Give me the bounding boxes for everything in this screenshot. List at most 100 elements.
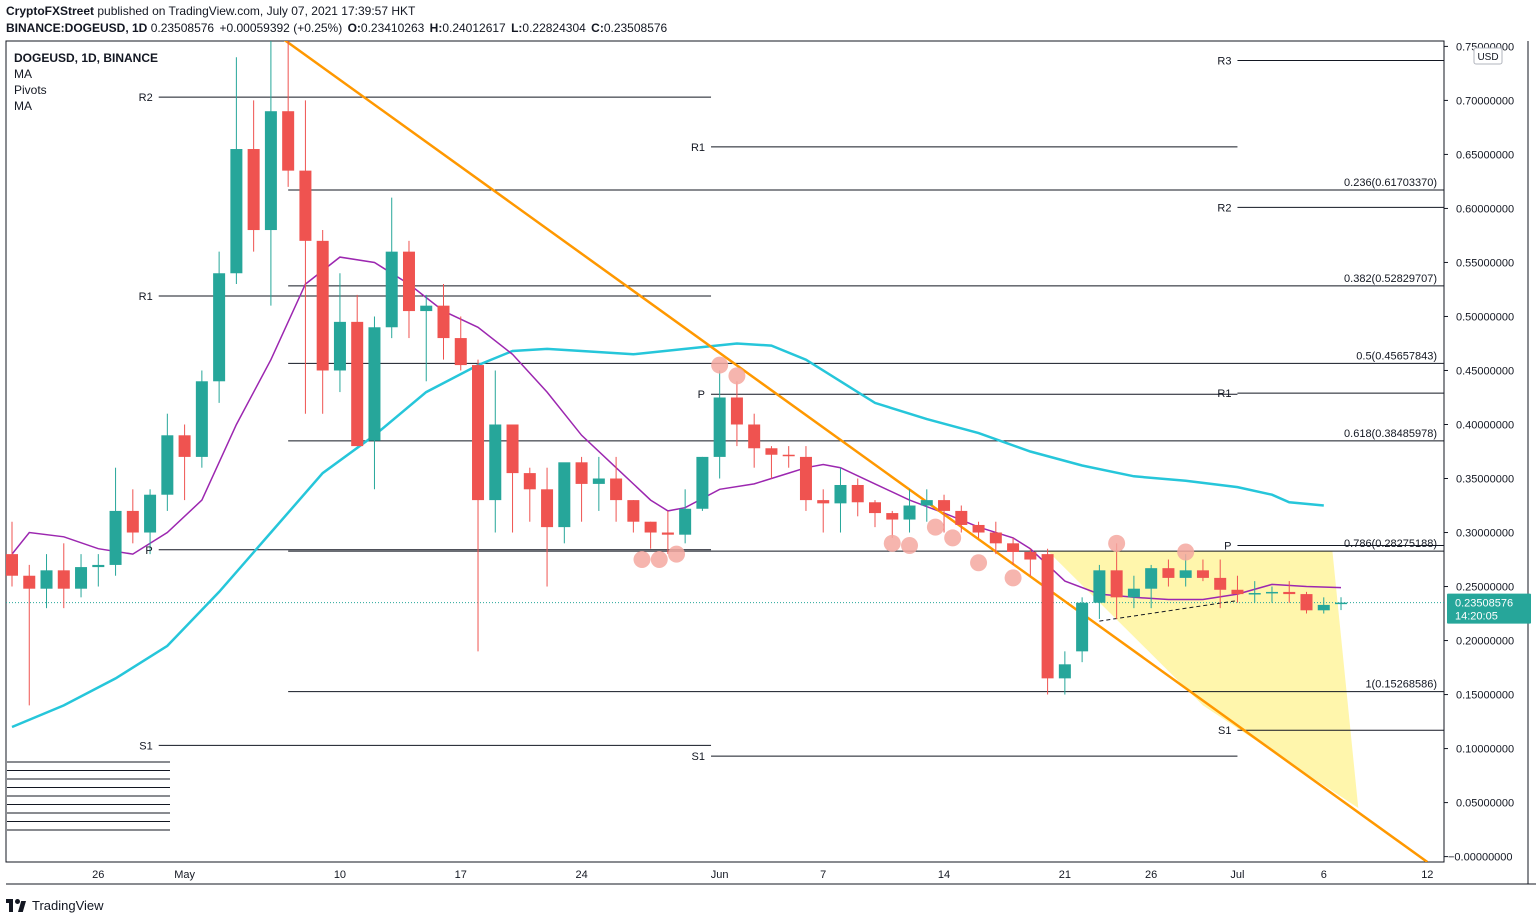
x-tick-label: Jul [1230,869,1244,881]
legend-item-ma-fast[interactable]: MA [14,67,32,81]
candle-body [730,397,743,425]
y-tick-label: 0.70000000 [1456,95,1514,107]
pivot-label: S1 [1218,725,1231,737]
footer-brand: TradingView [32,898,104,913]
y-tick-label: 0.05000000 [1456,798,1514,810]
x-tick-label: 10 [334,869,346,881]
candle-body [541,489,554,528]
publish-info: published on TradingView.com, July 07, 2… [97,4,416,18]
candle-body [57,570,70,589]
pivot-label: P [145,545,152,557]
high-label: H: [429,21,443,35]
fib-level-label: 0.5(0.45657843) [1356,350,1437,362]
x-tick-label: 7 [820,869,826,881]
pivot-label: R3 [1217,55,1231,67]
candle-body [420,305,433,312]
candle-body [1093,570,1106,603]
x-tick-label: 12 [1421,869,1433,881]
price-change: +0.00059392 (+0.25%) [219,21,343,35]
x-tick-label: May [174,869,195,881]
pivot-label: R1 [139,291,153,303]
candle-body [6,554,18,576]
publish-header: CryptoFXStreet published on TradingView.… [6,4,415,18]
bar-countdown-label: 14:20:05 [1455,611,1498,623]
candle-body [351,321,364,447]
candle-body [1196,570,1209,578]
touch-marker [711,356,729,374]
candle-body [765,448,778,455]
candle-body [1179,570,1192,578]
y-tick-label: 0.25000000 [1456,582,1514,594]
low-value: 0.22824304 [522,21,586,35]
candle-body [109,510,122,565]
x-tick-label: 21 [1059,869,1071,881]
candle-body [1076,602,1089,652]
candle-body [938,500,951,511]
y-tick-label: 0.20000000 [1456,636,1514,648]
candle-body [644,521,657,533]
y-tick-label: 0.35000000 [1456,474,1514,486]
x-tick-label: 26 [92,869,104,881]
candle-body [333,321,346,371]
descending-trendline [283,41,1429,862]
x-tick-label: 6 [1321,869,1327,881]
fib-level-label: 0.618(0.38485978) [1344,428,1437,440]
candle-body [75,567,88,589]
candle-body [661,532,674,535]
candle-body [1041,554,1054,679]
candle-body [437,305,450,339]
candle-body [1317,604,1330,611]
pivot-label: P [1224,540,1231,552]
footer: TradingView [6,898,104,913]
x-tick-label: 26 [1145,869,1157,881]
candle-body [817,500,830,504]
fib-level-label: 0.786(0.28275188) [1344,538,1437,550]
candle-body [575,462,588,484]
candle-body [748,424,761,449]
ohlc-header: BINANCE:DOGEUSD, 1D 0.23508576 +0.000593… [6,21,669,35]
open-value: 0.23410263 [360,21,425,35]
candle-body [472,365,485,501]
candle-body [834,484,847,504]
pivot-label: R1 [1217,388,1231,400]
candle-body [161,435,174,495]
candle-body [1145,568,1158,589]
legend-item-pivots[interactable]: Pivots [14,83,47,97]
candle-body [1300,594,1313,611]
y-tick-label: 0.45000000 [1456,365,1514,377]
candle-body [144,494,157,533]
plot-frame [5,40,1445,863]
candle-body [282,111,295,171]
candle-body [627,500,640,522]
y-tick-label: 0.65000000 [1456,149,1514,161]
legend-item-ma-slow[interactable]: MA [14,99,32,113]
current-price-label: 0.23508576 [1455,598,1513,610]
candle-body [955,510,968,525]
y-tick-label: 0.40000000 [1456,419,1514,431]
candle-body [299,170,312,241]
x-tick-label: 24 [575,869,587,881]
candle-body [402,251,415,312]
candle-body [713,397,726,457]
touch-marker [1177,543,1195,561]
candle-body [1283,591,1296,595]
touch-marker [901,536,919,554]
y-tick-label: 0.15000000 [1456,690,1514,702]
legend-title: DOGEUSD, 1D, BINANCE [14,51,159,65]
candle-body [23,575,36,589]
candle-body [903,505,916,520]
candle-body [368,327,381,441]
candle-body [1335,602,1348,605]
touch-marker [1108,534,1126,552]
y-tick-label: −0.00000000 [1448,852,1513,864]
touch-marker [650,551,668,569]
touch-marker [633,551,651,569]
pivot-label: R2 [139,92,153,104]
candle-body [454,338,467,366]
candle-body [1231,589,1244,595]
unit-label: USD [1477,52,1498,63]
candle-body [972,524,985,533]
candle-body [1007,543,1020,552]
candle-body [558,462,571,528]
